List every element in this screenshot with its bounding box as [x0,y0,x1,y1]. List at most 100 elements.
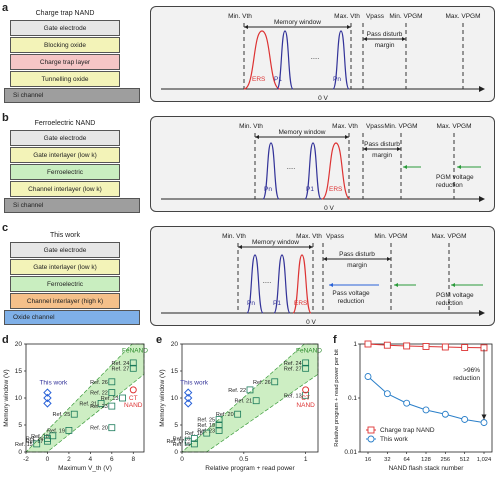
y-tick-label-0: 0 [174,449,178,456]
x-tick-label-0: 16 [365,457,371,463]
stack-base-a: Si channel [4,88,140,103]
this-work-point-0 [183,399,193,408]
pn-label: Pn [264,186,272,193]
this-work-point-2 [183,388,193,397]
this-work-point-2 [43,388,52,397]
ref-point-6 [234,410,242,418]
ref-label-1: Ref. 27 [284,366,302,372]
stack-layer-a-3: Tunnelling oxide [10,71,120,87]
pass-disturb-label-2: margin [375,42,395,49]
y-tick-label-1: 5 [174,422,178,429]
x-tick-label-2: 1 [304,456,308,463]
ref-label-8: Ref. 19 [197,423,215,429]
y-tick-label-0: 0.01 [344,449,357,456]
memory-window-arrow-head [345,135,349,139]
ref-label-4: Ref. 13 [101,396,119,402]
pass-disturb-arrow-tail [363,37,367,41]
pgm-reduction-label-1: PGM voltage [436,292,474,299]
this-work-point-1 [183,393,193,403]
stack-layer-a-2: Charge trap layer [10,54,120,70]
pass-disturb-label-2: margin [372,152,392,159]
x-tick-label-1: 0 [46,456,50,463]
ref-point-5 [97,400,105,407]
x-tick-label-2: 64 [403,457,410,463]
ref-label-11: Ref. 17 [166,439,184,445]
stack-layer-c-3: Channel interlayer (high k) [10,293,120,309]
stack-layer-b-3: Channel interlayer (low k) [10,181,120,197]
x-axis-label: Maximum V_th (V) [58,465,112,472]
y-tick-label-0: 0 [18,449,22,456]
voltage-axis-arrow [479,310,485,316]
ref-label-2: Ref. 26 [90,380,108,386]
fenand-band-label: FeNAND [296,348,322,355]
x-tick-label-2: 2 [67,456,71,463]
legend-marker-0 [367,426,375,434]
ref-label-2: Ref. 26 [253,380,271,386]
panel-b-diagram: 0 V Min. Vth Max. Vth Vpass Min. VPGM Max. VP… [150,116,495,212]
p1-distribution [273,254,291,314]
x-tick-label-1: 0.5 [239,456,248,463]
panel-c-diagram: 0 V Min. Vth Max. Vth Vpass Min. VPGM Max. VP… [150,226,495,326]
panel-label-f: f [333,334,337,346]
ers-label: ERS [252,76,266,83]
x-tick-label-4: 6 [110,456,114,463]
memory-window-label: Memory window [274,19,321,26]
series-0-point-2 [403,342,411,350]
panel-label-d: d [2,334,9,346]
x-tick-label-3: 4 [89,456,93,463]
series-1-point-0 [364,373,372,380]
ers-distribution [243,30,281,90]
pass-disturb-label-1: Pass disturb [367,31,403,38]
x-tick-label-4: 256 [440,457,450,463]
ref-point-1 [302,364,310,372]
ref-point-13 [215,427,223,434]
y-tick-label-3: 15 [171,368,179,375]
stack-layer-c-2: Ferroelectric [10,276,120,292]
panel-label-e: e [156,334,163,346]
ref-label-1: Ref. 27 [112,366,130,372]
vpass-label: Vpass [366,123,385,130]
ref-point-12 [190,440,198,448]
series-0-point-4 [441,343,449,351]
pass-reduction-label-2: reduction [338,298,365,305]
pass-reduction-label-1: Pass voltage [332,290,370,297]
panel-a-diagram: 0 V Min. Vth Max. Vth Vpass Min. VPGM Max. VP… [150,6,495,102]
max-vpgm-label: Max. VPGM [431,233,466,240]
pass-disturb-arrow-head [387,257,391,261]
pass-disturb-label-1: Pass disturb [339,251,375,258]
p1-label: P1 [273,300,281,307]
ref-point-2 [108,378,116,386]
ref-point-7 [215,416,223,423]
reduction-arrow-head [481,414,487,420]
y-tick-label-2: 10 [15,395,23,402]
ct-nand-label-2: NAND [124,402,143,409]
memory-window-arrow-tail [244,25,248,29]
voltage-axis-arrow [479,86,485,92]
x-tick-label-3: 128 [421,457,431,463]
pass-disturb-label-2: margin [347,262,367,269]
min-vth-label: Min. Vth [239,123,263,130]
ref-point-12 [44,437,51,445]
pass-disturb-arrow-head [397,147,401,151]
max-vth-label: Max. Vth [296,233,322,240]
pass-disturb-arrow-tail [363,147,367,151]
x-tick-label-0: 0 [180,456,184,463]
y-tick-label-1: 5 [18,422,22,429]
ref-point-4 [119,394,126,402]
ref-label-12: Ref. 17 [26,439,44,445]
reduction-label-1: >96% [463,367,480,374]
min-vpgm-label: Min. VPGM [384,123,417,130]
ref-label-4: Ref. 13 [284,393,302,399]
ref-point-3 [246,386,254,394]
p1-label: P1 [306,186,314,193]
ref-label-0: Ref. 24 [284,361,302,367]
ref-label-5: Ref. 21 [79,401,97,407]
memory-window-arrow-head [309,245,313,249]
ref-label-13: Ref. 23 [197,428,215,434]
ref-label-10: Ref. 18 [31,434,49,440]
ct-nand-label-1: CT [301,395,310,402]
zero-volt-label: 0 V [318,95,328,102]
pn-distribution [332,30,350,90]
y-tick-label-1: 0.1 [348,395,357,402]
